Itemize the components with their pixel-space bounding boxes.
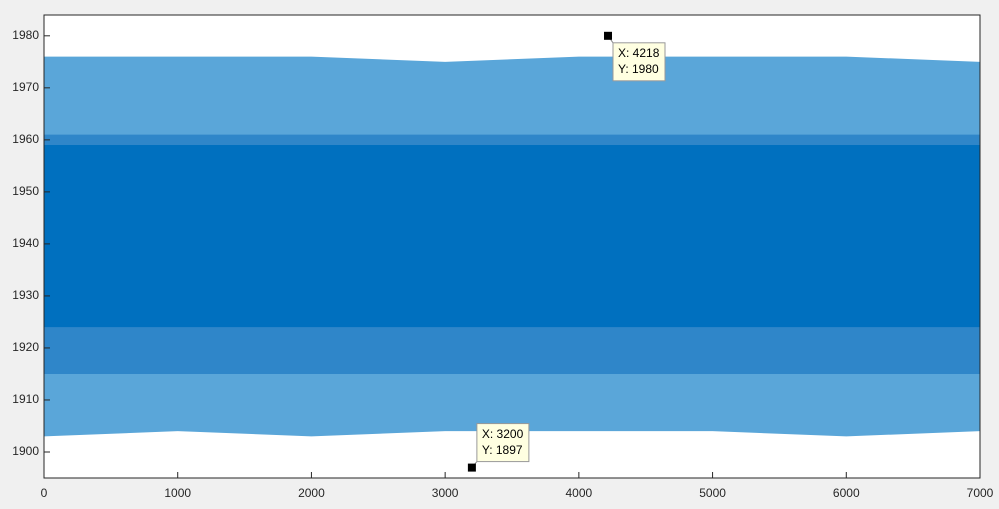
datatip-y: Y: 1980	[618, 62, 659, 76]
y-tick-label: 1960	[12, 132, 39, 146]
y-tick-label: 1970	[12, 80, 39, 94]
x-tick-label: 3000	[432, 486, 459, 500]
datatip-box	[612, 42, 666, 82]
datatip-x: X: 3200	[482, 427, 524, 441]
datatip-y: Y: 1897	[482, 443, 523, 457]
y-tick-label: 1940	[12, 236, 39, 250]
x-tick-label: 0	[41, 486, 48, 500]
x-tick-label: 1000	[164, 486, 191, 500]
signal-band	[44, 145, 980, 328]
datatip-box	[476, 423, 530, 463]
x-tick-label: 4000	[566, 486, 593, 500]
datatip-marker	[467, 463, 476, 472]
y-tick-label: 1930	[12, 288, 39, 302]
x-tick-label: 2000	[298, 486, 325, 500]
datatip-marker	[604, 31, 613, 40]
y-tick-label: 1900	[12, 444, 39, 458]
y-tick-label: 1980	[12, 28, 39, 42]
y-tick-label: 1950	[12, 184, 39, 198]
datatips: X: 4218 Y: 1980 X: 3200 Y: 1897	[467, 31, 666, 472]
bands	[44, 56, 980, 437]
y-tick-label: 1920	[12, 340, 39, 354]
y-tick-label: 1910	[12, 392, 39, 406]
datatip-x: X: 4218	[618, 46, 660, 60]
x-tick-label: 7000	[967, 486, 994, 500]
axes: 0 1000 2000 3000 4000 5000 6000 7000 1900 1910 192…	[12, 28, 993, 500]
plot-border	[43, 14, 981, 479]
x-tick-label: 6000	[833, 486, 860, 500]
x-tick-label: 5000	[699, 486, 726, 500]
